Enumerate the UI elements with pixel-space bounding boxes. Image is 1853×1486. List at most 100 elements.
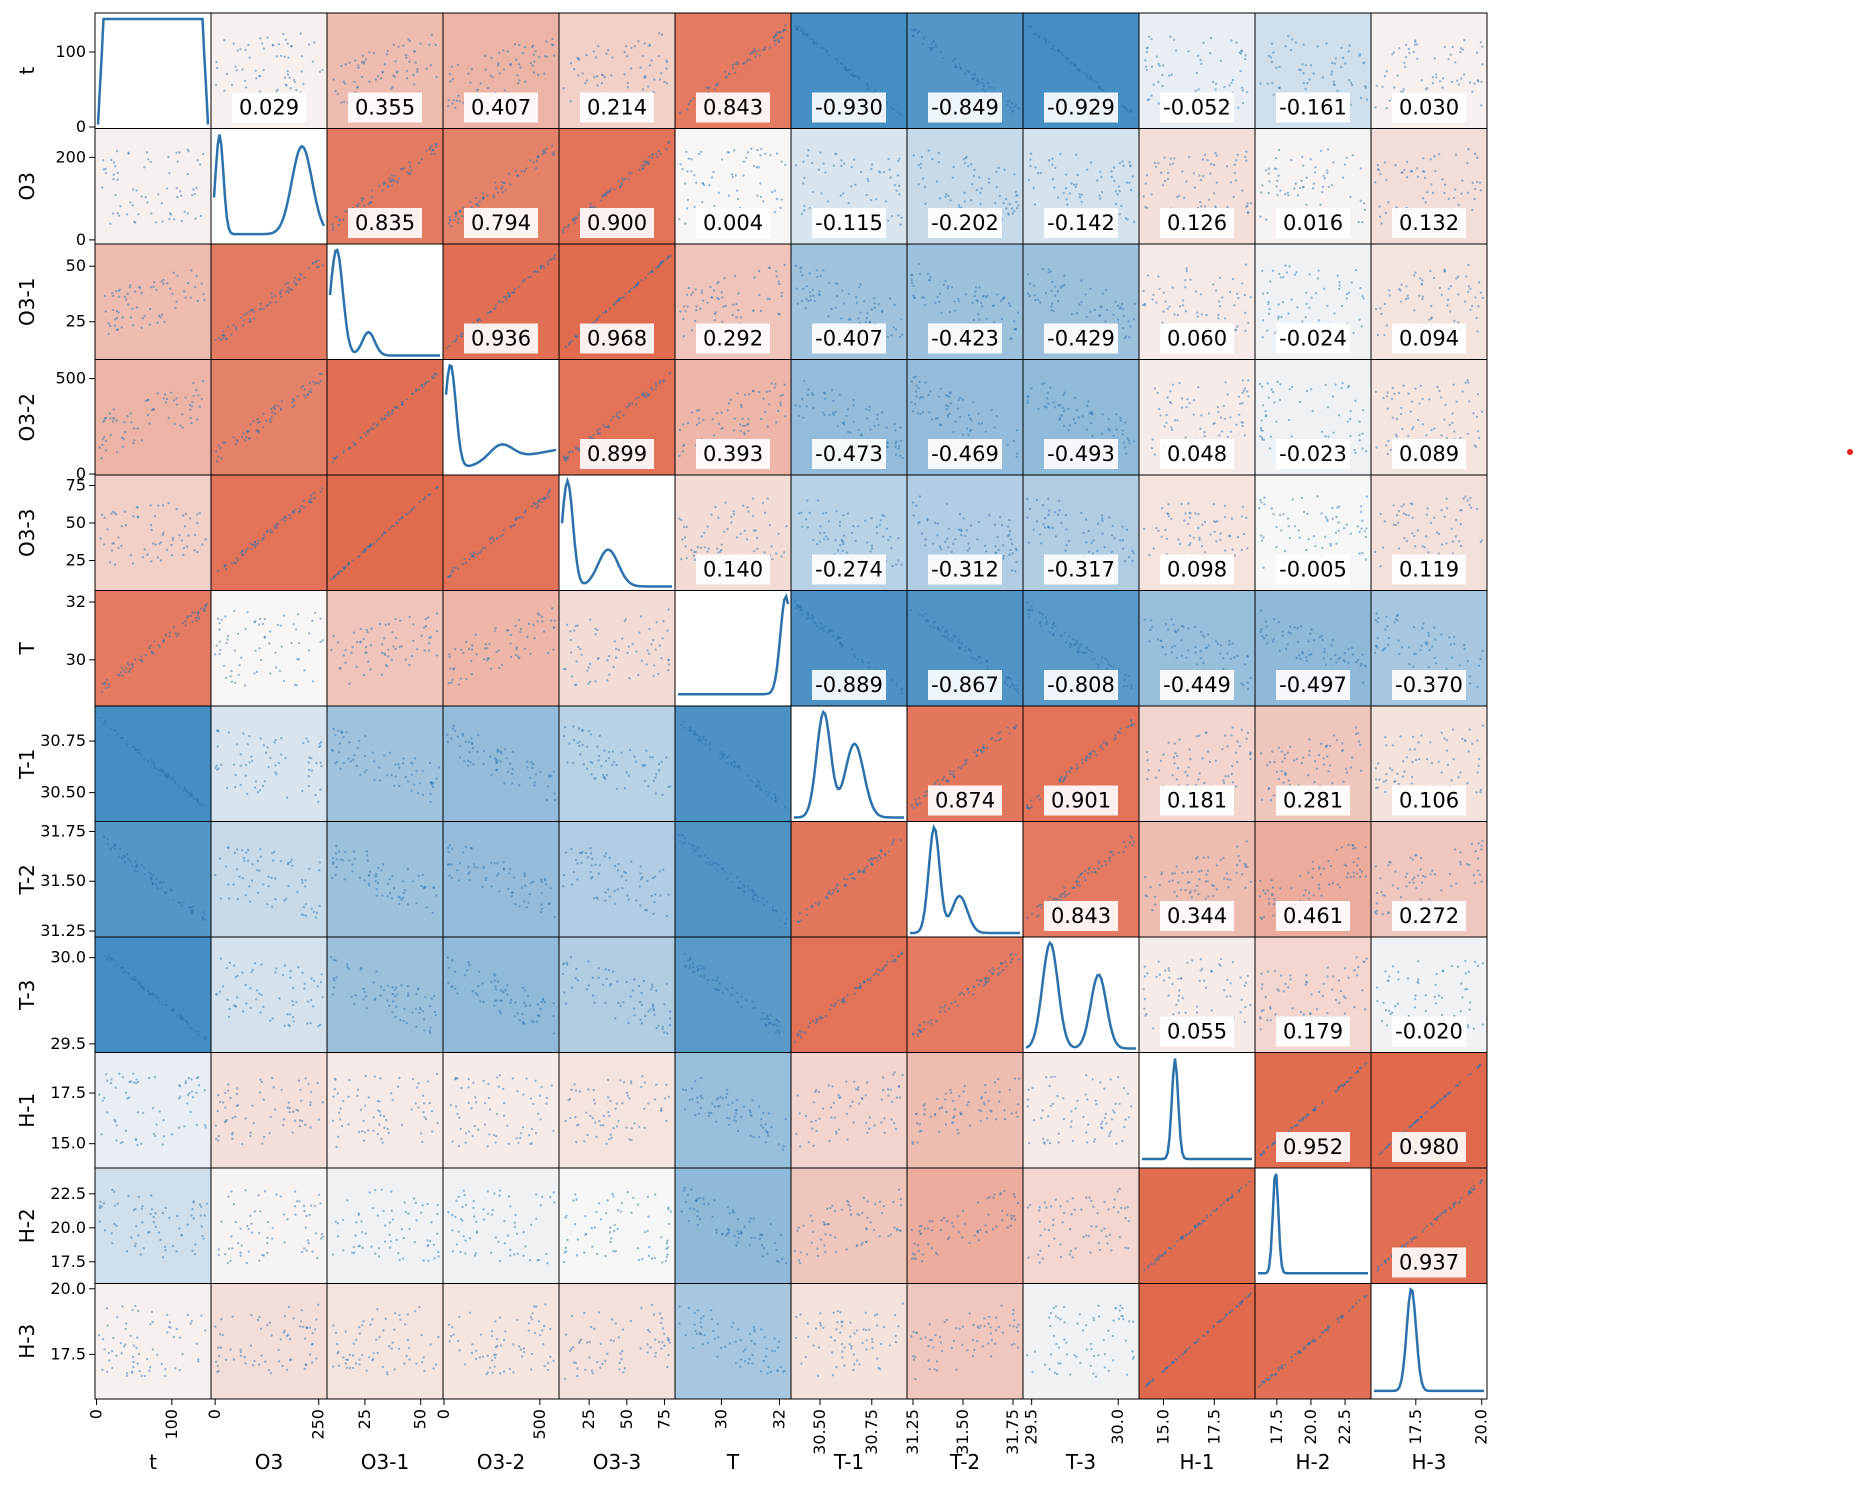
scatter-point <box>1227 534 1231 538</box>
scatter-point <box>645 391 648 395</box>
corr-label-box <box>812 92 886 123</box>
scatter-point <box>621 637 624 640</box>
scatter-point <box>531 505 534 508</box>
scatter-point <box>618 299 621 302</box>
scatter-point <box>1358 420 1361 423</box>
scatter-point <box>757 166 760 169</box>
scatter-point <box>1164 300 1167 303</box>
scatter-point <box>1404 513 1408 516</box>
scatter-point <box>454 106 457 109</box>
scatter-point <box>523 647 527 650</box>
scatter-point <box>753 164 756 168</box>
scatter-point <box>1410 400 1414 403</box>
scatter-point <box>1391 53 1394 56</box>
scatter-point <box>1244 311 1247 314</box>
scatter-point <box>298 507 301 511</box>
scatter-point <box>1052 401 1055 404</box>
scatter-point <box>652 639 655 642</box>
scatter-point <box>630 171 633 175</box>
scatter-point <box>737 292 740 295</box>
scatter-point <box>885 445 889 448</box>
scatter-point <box>1061 54 1064 57</box>
scatter-point <box>1044 42 1048 45</box>
scatter-point <box>1246 687 1250 691</box>
scatter-point <box>450 225 453 228</box>
scatter-point <box>101 438 105 441</box>
scatter-point <box>1193 625 1197 628</box>
scatter-point <box>897 159 900 163</box>
scatter-point <box>667 140 671 143</box>
scatter-point <box>919 412 922 416</box>
scatter-point <box>796 302 799 305</box>
scatter-point <box>406 171 409 174</box>
scatter-point <box>1431 81 1435 85</box>
scatter-point <box>1345 297 1349 300</box>
scatter-point <box>1050 308 1053 312</box>
cell-background <box>210 128 328 245</box>
scatter-point <box>817 168 820 171</box>
scatter-point <box>843 66 846 70</box>
scatter-point <box>761 501 765 505</box>
scatter-point <box>678 428 682 432</box>
scatter-point <box>542 497 546 501</box>
scatter-point <box>1015 549 1018 552</box>
scatter-point <box>245 430 249 434</box>
scatter-point <box>939 547 942 551</box>
scatter-point <box>1245 150 1248 153</box>
scatter-point <box>1014 570 1017 573</box>
scatter-point <box>1299 68 1302 72</box>
scatter-point <box>259 658 263 662</box>
scatter-point <box>736 189 739 192</box>
scatter-point <box>1336 89 1339 93</box>
scatter-point <box>1063 283 1066 286</box>
scatter-point <box>1325 42 1328 45</box>
scatter-point <box>362 197 365 200</box>
scatter-point <box>1336 506 1339 509</box>
scatter-point <box>1334 531 1338 534</box>
scatter-point <box>1247 321 1250 325</box>
scatter-point <box>118 674 121 677</box>
scatter-point <box>1454 61 1457 64</box>
scatter-point <box>1286 643 1290 646</box>
corr-value: 0.794 <box>471 211 531 235</box>
scatter-point <box>415 389 418 392</box>
scatter-point <box>129 412 132 415</box>
scatter-point <box>1164 622 1167 626</box>
scatter-point <box>942 283 945 287</box>
scatter-point <box>1361 519 1364 522</box>
scatter-point <box>300 274 303 277</box>
scatter-point <box>735 302 738 306</box>
scatter-point <box>743 62 746 65</box>
scatter-point <box>630 46 633 50</box>
scatter-points <box>447 144 556 228</box>
scatter-point <box>218 652 221 656</box>
scatter-point <box>1275 66 1278 70</box>
scatter-point <box>307 267 310 270</box>
scatter-point <box>996 293 999 296</box>
scatter-point <box>588 662 592 666</box>
cell-O3-T-3: -0.142 <box>1022 128 1140 245</box>
scatter-point <box>1209 172 1212 175</box>
scatter-point <box>973 73 977 77</box>
scatter-point <box>678 111 682 115</box>
scatter-point <box>475 202 478 206</box>
scatter-point <box>146 553 149 556</box>
scatter-point <box>1026 24 1029 28</box>
scatter-point <box>395 406 398 409</box>
scatter-point <box>1026 516 1029 519</box>
scatter-point <box>1133 302 1137 305</box>
scatter-point <box>256 421 260 424</box>
scatter-point <box>472 321 475 324</box>
scatter-point <box>156 556 160 559</box>
scatter-point <box>725 76 728 79</box>
scatter-point <box>321 264 324 267</box>
scatter-point <box>1119 416 1122 420</box>
scatter-point <box>216 66 219 70</box>
scatter-point <box>650 271 654 274</box>
scatter-point <box>236 559 240 562</box>
cell-t-T-3: -0.929 <box>1022 12 1140 129</box>
scatter-point <box>173 422 177 425</box>
scatter-point <box>1124 107 1127 110</box>
scatter-point <box>736 60 739 64</box>
